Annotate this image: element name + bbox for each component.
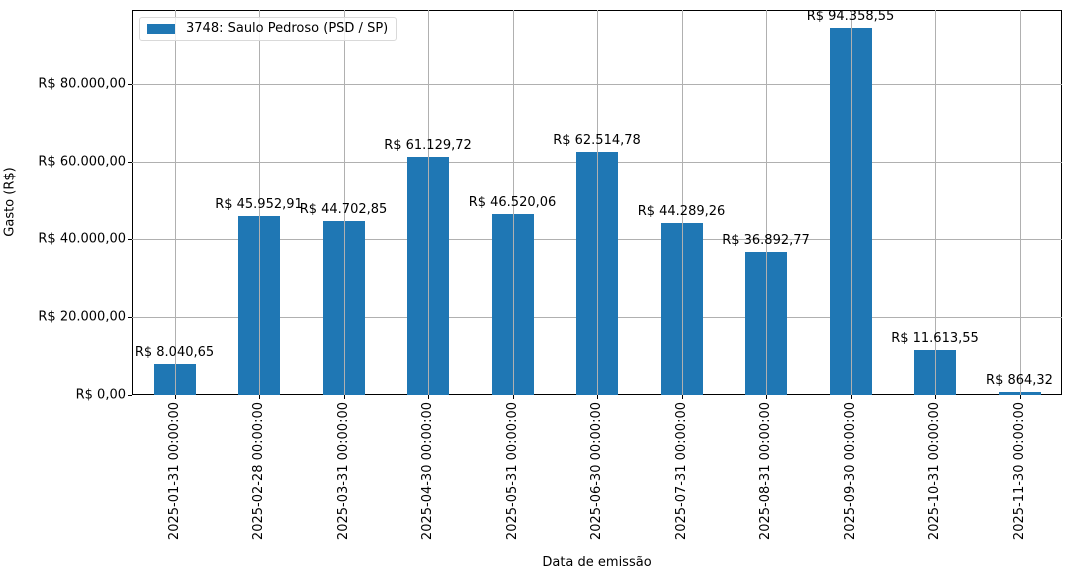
x-axis-label: Data de emissão <box>542 555 652 570</box>
gridline-vertical <box>259 10 260 395</box>
x-tick-label: 2025-02-28 00:00:00 <box>251 402 266 541</box>
x-tick-mark <box>766 395 767 399</box>
x-tick-label: 2025-07-31 00:00:00 <box>673 402 689 541</box>
y-tick-mark <box>128 317 132 318</box>
gridline-vertical <box>935 10 936 395</box>
y-tick-mark <box>128 395 132 396</box>
y-tick-label: R$ 40.000,00 <box>38 231 126 247</box>
bar-value-label: R$ 45.952,91 <box>215 197 303 213</box>
x-tick-mark <box>175 395 176 399</box>
y-tick-mark <box>128 239 132 240</box>
x-tick-label: 2025-10-31 00:00:00 <box>927 402 942 541</box>
x-tick-mark <box>851 395 852 399</box>
legend-swatch-icon <box>147 23 175 34</box>
gridline-vertical <box>597 10 598 395</box>
y-tick-label: R$ 20.000,00 <box>38 309 126 325</box>
x-tick-mark <box>1020 395 1021 399</box>
y-tick-label: R$ 0,00 <box>75 387 126 403</box>
bar-value-label: R$ 8.040,65 <box>134 344 215 360</box>
gridline-vertical <box>513 10 514 395</box>
gridline-vertical <box>1020 10 1021 395</box>
bar <box>829 28 872 395</box>
y-tick-label: R$ 60.000,00 <box>38 154 126 170</box>
x-tick-mark <box>344 395 345 399</box>
bar-value-label: R$ 36.892,77 <box>722 232 810 248</box>
gridline-vertical <box>175 10 176 395</box>
bar <box>153 363 196 395</box>
x-tick-label: 2025-11-30 00:00:00 <box>1011 402 1027 541</box>
x-tick-mark <box>597 395 598 399</box>
y-tick-label: R$ 80.000,00 <box>38 76 126 92</box>
x-tick-mark <box>935 395 936 399</box>
x-tick-label: 2025-09-30 00:00:00 <box>842 402 858 541</box>
x-tick-label: 2025-05-31 00:00:00 <box>504 402 520 541</box>
bar-value-label: R$ 62.514,78 <box>553 132 641 148</box>
x-tick-label: 2025-06-30 00:00:00 <box>589 402 604 541</box>
x-tick-label: 2025-01-31 00:00:00 <box>166 402 182 541</box>
gridline-vertical <box>344 10 345 395</box>
bar-value-label: R$ 11.613,55 <box>891 330 979 346</box>
bar <box>660 222 703 395</box>
gridline-vertical <box>682 10 683 395</box>
x-tick-mark <box>428 395 429 399</box>
x-tick-label: 2025-03-31 00:00:00 <box>335 402 351 541</box>
y-axis-label: Gasto (R$) <box>2 167 18 237</box>
x-tick-mark <box>682 395 683 399</box>
bar-value-label: R$ 44.289,26 <box>637 203 726 219</box>
x-tick-label: 2025-04-30 00:00:00 <box>420 402 435 541</box>
legend-entry-label: 3748: Saulo Pedroso (PSD / SP) <box>186 21 389 36</box>
bar <box>322 221 365 395</box>
bar <box>998 391 1041 395</box>
bar-value-label: R$ 94.358,55 <box>806 9 895 25</box>
bar <box>491 214 534 395</box>
bar-value-label: R$ 61.129,72 <box>384 138 472 154</box>
x-tick-label: 2025-08-31 00:00:00 <box>758 402 773 541</box>
bar-value-label: R$ 46.520,06 <box>468 195 557 211</box>
bar-value-label: R$ 864,32 <box>986 372 1053 388</box>
x-tick-mark <box>259 395 260 399</box>
y-tick-mark <box>128 162 132 163</box>
gridline-vertical <box>766 10 767 395</box>
gridline-vertical <box>428 10 429 395</box>
gridline-vertical <box>851 10 852 395</box>
bar-value-label: R$ 44.702,85 <box>299 202 388 218</box>
x-tick-mark <box>513 395 514 399</box>
legend: 3748: Saulo Pedroso (PSD / SP) <box>139 17 398 41</box>
y-tick-mark <box>128 84 132 85</box>
